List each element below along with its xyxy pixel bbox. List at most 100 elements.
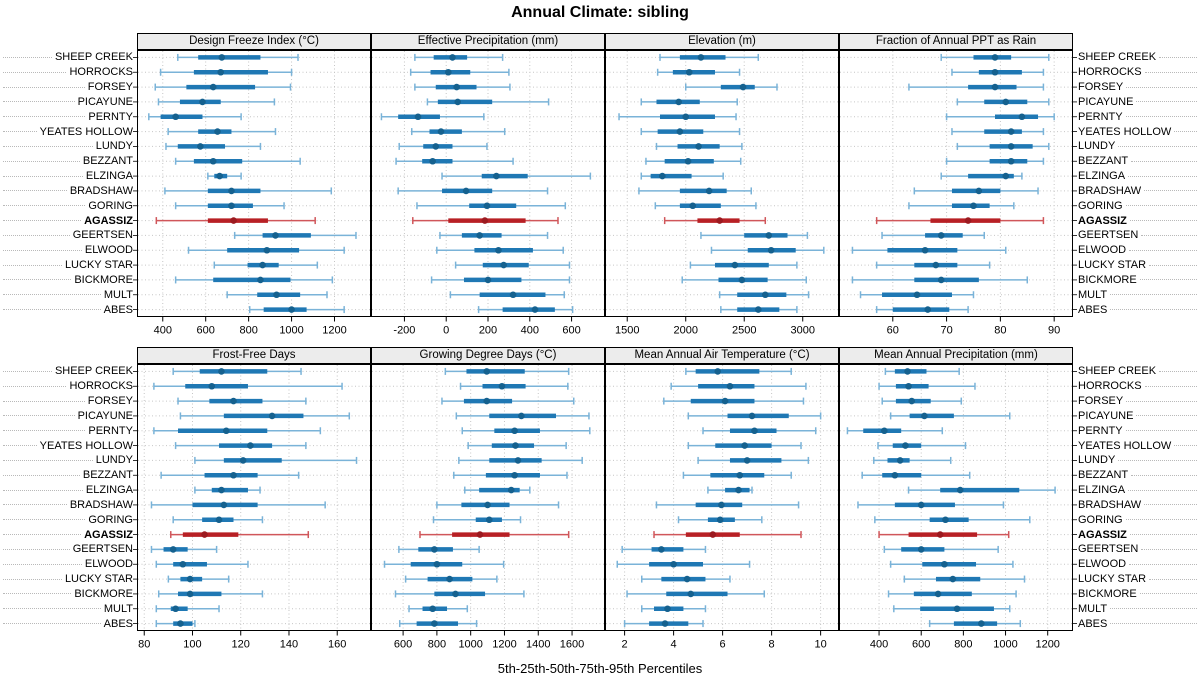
x-axis: 80 100 120 140 160 — [138, 631, 346, 651]
site-label-elzinga: ELZINGA — [1078, 483, 1200, 498]
label-leader-line — [1174, 445, 1197, 447]
median-dot — [218, 54, 226, 61]
series-lundy — [655, 142, 743, 150]
median-dot — [767, 246, 775, 254]
site-label-bradshaw: BRADSHAW — [1078, 498, 1200, 513]
series-bezzant — [160, 471, 300, 479]
x-tick-label: 200 — [479, 325, 497, 337]
x-axis: 2 4 6 8 10 — [622, 631, 827, 651]
site-label-horrocks: HORROCKS — [1078, 65, 1200, 80]
series-geertsen — [233, 231, 357, 239]
median-dot — [765, 232, 773, 239]
median-dot — [731, 261, 739, 269]
site-label-text: PERNTY — [88, 110, 133, 123]
label-leader-line — [3, 175, 83, 177]
site-label-lucky-star: LUCKY STAR — [1078, 258, 1200, 273]
strip-title-mean-annual-precipitation-mm: Mean Annual Precipitation (mm) — [839, 347, 1073, 364]
site-label-text: PERNTY — [1078, 424, 1123, 437]
label-leader-line — [1149, 264, 1197, 266]
site-label-text: GEERTSEN — [1078, 229, 1139, 242]
median-dot — [917, 501, 925, 509]
x-tick-label: 90 — [1048, 325, 1060, 337]
median-dot — [661, 620, 669, 627]
site-label-forsey: FORSEY — [0, 394, 133, 409]
x-tick-label: 60 — [887, 325, 899, 337]
site-label-lucky-star: LUCKY STAR — [0, 258, 133, 273]
site-label-text: FORSEY — [1078, 395, 1124, 408]
panel-design-freeze-index-c: Design Freeze Index (°C) 400 600 800 1000 120… — [133, 33, 371, 343]
site-label-text: AGASSIZ — [84, 214, 133, 227]
median-dot — [288, 306, 295, 313]
site-label-bradshaw: BRADSHAW — [0, 498, 133, 513]
series-sheep-creek — [414, 53, 504, 61]
median-dot — [741, 442, 748, 449]
label-leader-line — [1128, 489, 1197, 491]
site-label-text: AGASSIZ — [1078, 214, 1127, 227]
median-dot — [902, 442, 909, 449]
site-label-text: HORROCKS — [69, 66, 133, 79]
site-label-text: FORSEY — [87, 395, 133, 408]
label-leader-line — [3, 459, 93, 461]
series-horrocks — [153, 382, 343, 390]
median-dot — [942, 516, 949, 524]
x-tick-label: 0 — [443, 325, 449, 337]
site-label-text: LUNDY — [1078, 454, 1116, 467]
x-tick-label: 2000 — [673, 325, 697, 337]
median-dot — [429, 605, 436, 613]
median-dot — [518, 412, 525, 420]
label-leader-line — [1159, 56, 1197, 58]
site-label-text: PICAYUNE — [1078, 95, 1134, 108]
median-dot — [199, 98, 206, 106]
site-label-goring: GORING — [0, 512, 133, 527]
x-tick-label: 10 — [814, 639, 826, 651]
series-sheep-creek — [940, 53, 1050, 61]
median-dot — [239, 457, 247, 464]
median-dot — [511, 471, 518, 479]
series-pernty — [380, 113, 485, 121]
median-dot — [934, 590, 942, 598]
strip-title-design-freeze-index-c: Design Freeze Index (°C) — [137, 33, 371, 50]
series-lucky-star — [689, 261, 798, 269]
series-picayune — [426, 98, 550, 106]
site-label-bradshaw: BRADSHAW — [1078, 184, 1200, 199]
series-bickmore — [626, 590, 766, 598]
site-label-elwood: ELWOOD — [1078, 243, 1200, 258]
label-leader-line — [3, 131, 37, 133]
label-leader-line — [3, 145, 93, 147]
label-leader-line — [3, 101, 75, 103]
label-leader-line — [3, 220, 82, 222]
site-label-text: SHEEP CREEK — [1078, 365, 1157, 378]
series-bickmore — [174, 276, 334, 284]
series-agassiz — [170, 531, 310, 539]
series-forsey — [177, 397, 307, 405]
site-label-text: ABES — [103, 303, 133, 316]
x-tick-label: 400 — [870, 639, 888, 651]
label-leader-line — [3, 445, 37, 447]
median-dot — [736, 471, 744, 479]
series-bickmore — [887, 590, 1017, 598]
median-dot — [670, 560, 677, 568]
site-label-picayune: PICAYUNE — [1078, 409, 1200, 424]
site-label-text: MULT — [103, 602, 133, 615]
x-tick-label: 1000 — [279, 325, 303, 337]
site-label-picayune: PICAYUNE — [0, 409, 133, 424]
median-dot — [716, 217, 723, 224]
label-leader-line — [1144, 71, 1197, 73]
site-label-text: GORING — [88, 199, 133, 212]
median-dot — [716, 516, 724, 524]
label-leader-line — [3, 205, 86, 207]
series-picayune — [455, 412, 590, 420]
panel-growing-degree-days-c: Growing Degree Days (°C) 600 800 1000 1200 14… — [371, 347, 605, 657]
series-lucky-star — [875, 261, 991, 269]
panel-border — [371, 364, 605, 631]
median-dot — [1002, 98, 1010, 106]
site-label-yeates-hollow: YEATES HOLLOW — [1078, 438, 1200, 453]
label-leader-line — [1129, 249, 1197, 251]
series-bickmore — [851, 276, 1029, 284]
site-label-yeates-hollow: YEATES HOLLOW — [1078, 124, 1200, 139]
series-elzinga — [907, 486, 1056, 494]
site-label-text: YEATES HOLLOW — [39, 439, 133, 452]
median-dot — [743, 457, 751, 464]
site-label-text: GEERTSEN — [72, 229, 133, 242]
series-bradshaw — [150, 501, 326, 509]
